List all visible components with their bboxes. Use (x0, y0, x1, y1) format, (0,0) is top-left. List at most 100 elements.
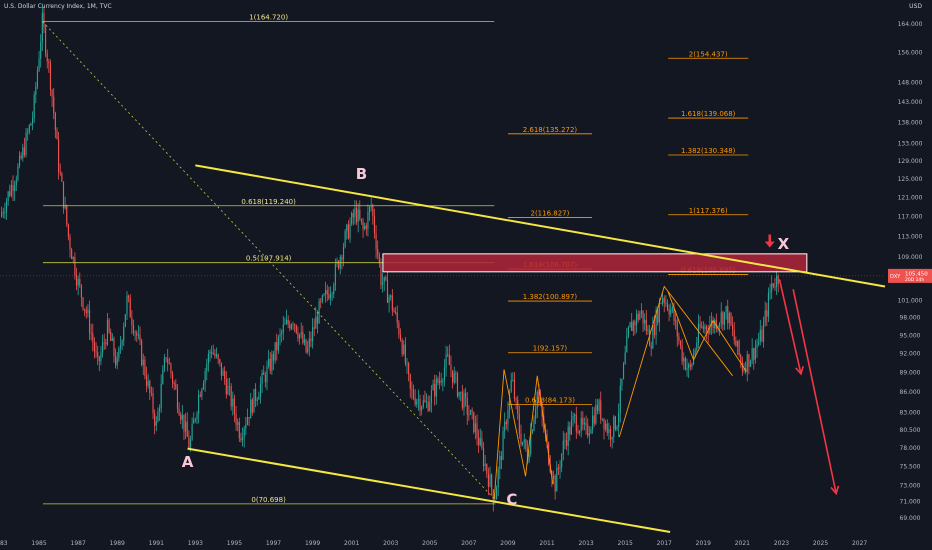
candle-body (437, 378, 439, 383)
candle-body (762, 322, 765, 342)
x-tick-label: 1983 (0, 540, 8, 547)
candle-body (237, 422, 239, 425)
candle-body (308, 338, 310, 348)
y-tick-label: 121.000 (898, 194, 923, 201)
candle-body (719, 323, 721, 327)
candle-body (59, 172, 61, 174)
fib-extension-label: 2(154.437) (689, 50, 728, 58)
candle-body (486, 464, 488, 474)
y-tick-label: 95.000 (900, 332, 921, 339)
currency-label: USD (909, 3, 922, 10)
candle-body (25, 132, 27, 156)
candle-body (90, 333, 92, 334)
candle-body (272, 354, 275, 361)
candle-body (212, 353, 214, 355)
candle-body (347, 224, 349, 239)
candle-body (82, 297, 84, 309)
candle-body (688, 364, 690, 368)
candle-body (157, 411, 159, 422)
candle-body (115, 355, 117, 366)
candle-body (756, 344, 758, 348)
candle-body (329, 294, 332, 299)
candle-body (202, 383, 205, 390)
candle-body (684, 357, 686, 370)
candle-body (41, 12, 43, 43)
candle-body (290, 324, 292, 329)
candle-body (626, 336, 628, 353)
resistance-zone[interactable] (382, 253, 808, 273)
candle-body (587, 424, 589, 436)
candle-body (31, 118, 34, 124)
candle-body (194, 418, 196, 420)
candle-body (479, 438, 481, 446)
candle-body (248, 417, 250, 419)
candle-body (740, 355, 742, 362)
candle-body (137, 334, 139, 336)
candle-body (325, 290, 327, 295)
candle-body (64, 205, 66, 209)
candle-body (128, 295, 130, 299)
candle-body (574, 414, 576, 417)
candle-body (388, 297, 390, 303)
candle-body (696, 342, 698, 351)
candle-body (295, 325, 297, 333)
wave-point-c: C (506, 491, 517, 509)
candle-body (242, 437, 244, 440)
y-tick-label: 138.000 (898, 119, 923, 126)
candle-body (621, 378, 623, 386)
candle-body (751, 348, 753, 361)
y-tick-label: 80.500 (900, 427, 921, 434)
candle-body (268, 358, 270, 367)
candle-body (518, 414, 520, 434)
candle-body (580, 417, 582, 432)
candle-body (738, 340, 740, 356)
candle-body (466, 398, 468, 415)
candle-body (67, 224, 69, 237)
candle-body (271, 354, 273, 371)
wave-point-x: X (778, 235, 790, 253)
candle-body (689, 364, 691, 367)
candle-body (593, 415, 595, 424)
guides-layer (0, 21, 885, 500)
candle-body (274, 342, 276, 361)
candle-body (318, 300, 320, 324)
candle-body (460, 391, 462, 393)
y-tick-label: 83.000 (900, 409, 921, 416)
candle-body (360, 218, 362, 222)
candle-body (565, 440, 568, 447)
candle-body (168, 362, 170, 364)
x-tick-label: 2011 (539, 540, 554, 547)
candle-body (398, 322, 400, 335)
candle-body (455, 373, 457, 374)
candle-body (284, 323, 286, 325)
candle-body (228, 385, 231, 387)
candle-body (152, 393, 154, 414)
candle-body (469, 409, 472, 415)
candle-body (58, 139, 60, 173)
candle-body (399, 334, 402, 341)
candle-body (681, 345, 683, 362)
channel-upper-line[interactable] (195, 164, 886, 288)
candle-body (305, 339, 307, 353)
candle-body (367, 212, 369, 229)
x-tick-label: 1997 (266, 540, 281, 547)
fib-extension-label: 1(92.157) (533, 345, 568, 353)
candle-body (390, 295, 392, 298)
candle-body (676, 320, 678, 337)
candle-body (111, 338, 113, 341)
candle-body (211, 351, 213, 354)
candle-body (132, 325, 135, 333)
candle-body (18, 155, 21, 167)
candle-body (172, 373, 174, 383)
channel-lower-line[interactable] (187, 447, 671, 533)
candle-body (637, 314, 639, 320)
candle-body (362, 221, 364, 229)
y-tick-label: 109.000 (898, 254, 923, 261)
candle-body (666, 302, 669, 310)
candle-body (373, 215, 376, 234)
candle-body (583, 423, 586, 425)
x-tick-label: 2003 (383, 540, 398, 547)
candle-body (220, 362, 222, 376)
candle-body (552, 475, 555, 480)
